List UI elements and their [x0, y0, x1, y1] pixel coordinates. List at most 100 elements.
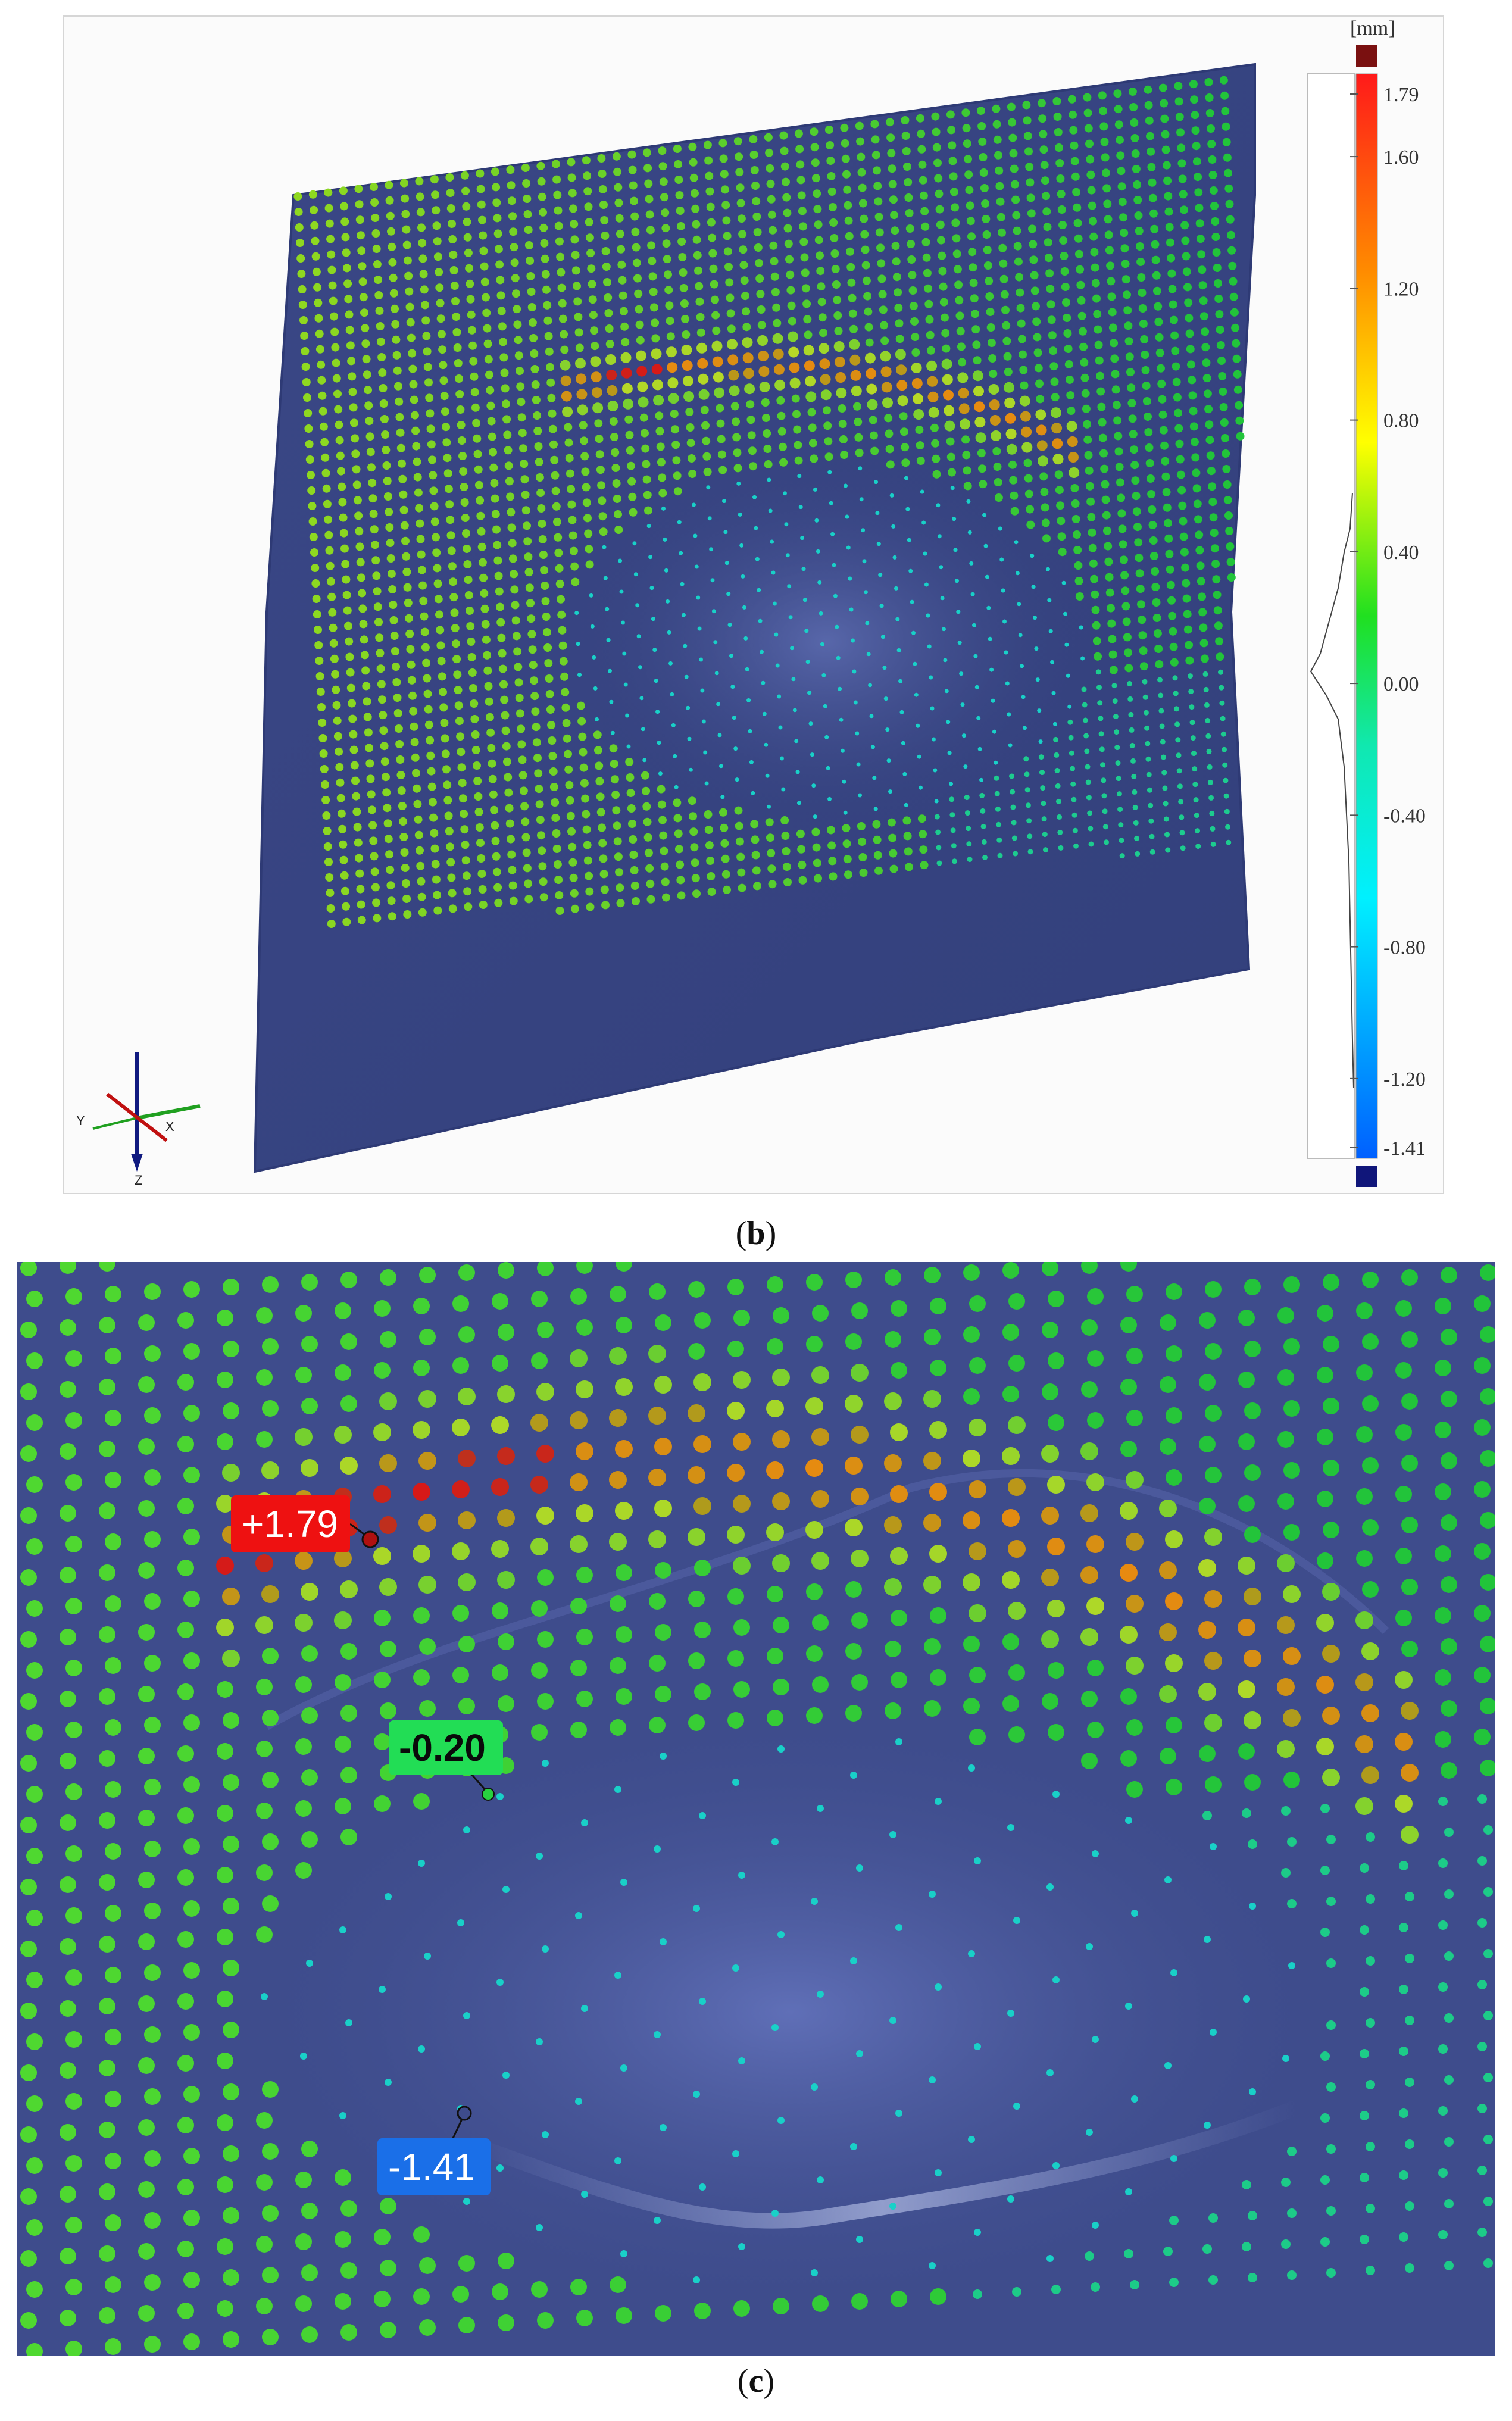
deviation-point: [980, 808, 986, 814]
deviation-point: [138, 2181, 155, 2198]
deviation-point: [299, 316, 308, 324]
deviation-point: [845, 1643, 862, 1660]
deviation-point: [806, 1645, 823, 1662]
deviation-point: [874, 197, 883, 206]
deviation-point: [470, 699, 479, 708]
deviation-point: [589, 593, 593, 598]
deviation-point: [1401, 1269, 1418, 1286]
deviation-point: [392, 678, 401, 686]
deviation-point: [751, 851, 760, 860]
deviation-point: [365, 744, 374, 752]
deviation-point: [793, 425, 802, 434]
deviation-point: [404, 598, 413, 607]
deviation-point: [771, 570, 776, 575]
deviation-point: [1210, 1843, 1217, 1850]
deviation-point: [60, 1319, 76, 1336]
deviation-point: [484, 682, 493, 691]
deviation-point: [654, 1500, 672, 1517]
deviation-point: [99, 1626, 115, 1643]
deviation-point: [1102, 511, 1111, 520]
deviation-point: [829, 501, 833, 505]
deviation-point: [460, 483, 468, 491]
deviation-point: [830, 234, 839, 242]
deviation-point: [688, 1528, 705, 1546]
deviation-point: [696, 313, 705, 321]
deviation-point: [765, 818, 774, 827]
deviation-point: [365, 417, 374, 426]
deviation-point: [383, 804, 392, 813]
deviation-point: [1222, 465, 1231, 473]
deviation-point: [596, 792, 605, 801]
deviation-point: [798, 505, 803, 510]
deviation-point: [105, 1472, 121, 1488]
deviation-point: [923, 268, 932, 277]
deviation-point: [412, 769, 420, 777]
deviation-point: [696, 342, 707, 354]
deviation-point: [1046, 1883, 1054, 1891]
deviation-point: [564, 765, 573, 774]
deviation-point: [542, 285, 551, 294]
deviation-point: [742, 352, 754, 364]
deviation-point: [602, 545, 607, 549]
deviation-point: [1477, 2166, 1487, 2175]
deviation-point: [217, 1372, 233, 1388]
deviation-point: [1435, 1298, 1451, 1314]
deviation-point: [916, 441, 924, 449]
deviation-point: [491, 821, 499, 830]
deviation-point: [1483, 2197, 1493, 2206]
deviation-point: [724, 561, 729, 566]
deviation-point: [335, 2231, 351, 2248]
deviation-point: [932, 143, 941, 152]
deviation-point: [416, 846, 424, 855]
deviation-point: [1002, 1571, 1020, 1589]
deviation-point: [1220, 418, 1229, 427]
deviation-point: [483, 666, 492, 675]
deviation-point: [895, 1738, 902, 1745]
deviation-point: [699, 1812, 706, 1819]
deviation-point: [1095, 356, 1104, 365]
deviation-point: [930, 1669, 946, 1686]
deviation-point: [621, 338, 630, 346]
deviation-point: [449, 251, 458, 259]
deviation-point: [533, 411, 542, 420]
deviation-point: [754, 526, 758, 530]
deviation-point: [183, 1467, 200, 1483]
deviation-point: [1281, 1868, 1291, 1878]
deviation-point: [1320, 1804, 1330, 1813]
deviation-point: [749, 760, 754, 764]
deviation-point: [1024, 489, 1033, 498]
deviation-point: [60, 2310, 76, 2326]
deviation-point: [1220, 716, 1226, 721]
deviation-point: [217, 1929, 233, 1945]
deviation-point: [826, 141, 835, 149]
deviation-point: [1158, 83, 1167, 92]
deviation-point: [1108, 323, 1117, 332]
deviation-point: [1018, 633, 1023, 638]
deviation-point: [582, 498, 591, 507]
deviation-point: [611, 791, 620, 799]
deviation-point: [695, 297, 704, 306]
deviation-point: [1483, 2135, 1493, 2144]
deviation-point: [485, 713, 494, 721]
deviation-point: [1444, 1951, 1454, 1961]
deviation-point: [673, 814, 682, 823]
deviation-point: [642, 802, 651, 811]
deviation-point: [963, 1450, 980, 1467]
deviation-point: [594, 746, 602, 755]
deviation-point: [974, 1857, 981, 1864]
deviation-point: [1144, 725, 1150, 731]
deviation-point: [223, 1712, 239, 1729]
deviation-point: [590, 326, 599, 335]
deviation-point: [711, 311, 720, 320]
deviation-point: [335, 1736, 351, 1753]
deviation-point: [1094, 340, 1103, 349]
deviation-point: [666, 346, 677, 358]
deviation-point: [544, 332, 553, 340]
deviation-point: [1088, 841, 1094, 847]
deviation-point: [430, 844, 439, 853]
deviation-point: [674, 845, 683, 854]
deviation-point: [373, 914, 382, 923]
deviation-point: [593, 686, 598, 691]
deviation-point: [1356, 1364, 1373, 1381]
deviation-point: [483, 324, 492, 333]
